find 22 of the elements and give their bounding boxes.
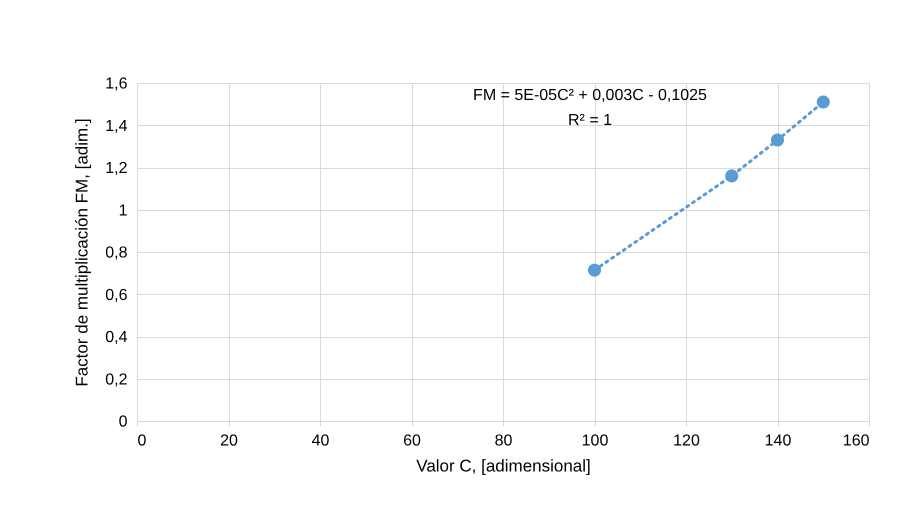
y-tick-label: 1,4 (105, 118, 128, 135)
y-tick-label: 0 (118, 414, 128, 430)
x-tick-label: 20 (220, 432, 238, 450)
y-tick-label: 0,6 (105, 286, 128, 304)
y-axis-title: Factor de multiplicación FM, [adim.] (72, 118, 92, 387)
y-tick-label: 1 (118, 202, 128, 220)
annotation: R² = 1 (568, 112, 612, 129)
annotation: FM = 5E-05C² + 0,003C - 0,1025 (473, 87, 708, 104)
x-tick-label: 160 (842, 432, 870, 450)
y-tick-label: 0,2 (105, 371, 128, 388)
x-tick-label: 100 (582, 432, 608, 450)
x-tick-label: 140 (764, 432, 792, 450)
y-tick-label: 0,4 (105, 329, 128, 346)
x-axis-title: Valor C, [adimensional] (416, 456, 591, 476)
x-tick-label: 60 (403, 432, 421, 450)
y-tick-label: 1,2 (105, 160, 128, 177)
y-tick-label: 0,8 (105, 244, 128, 262)
x-tick-label: 80 (494, 432, 512, 450)
x-tick-label: 40 (312, 432, 330, 450)
x-tick-label: 0 (138, 432, 146, 450)
y-tick-label: 1,6 (105, 76, 128, 92)
x-tick-label: 120 (673, 432, 700, 450)
